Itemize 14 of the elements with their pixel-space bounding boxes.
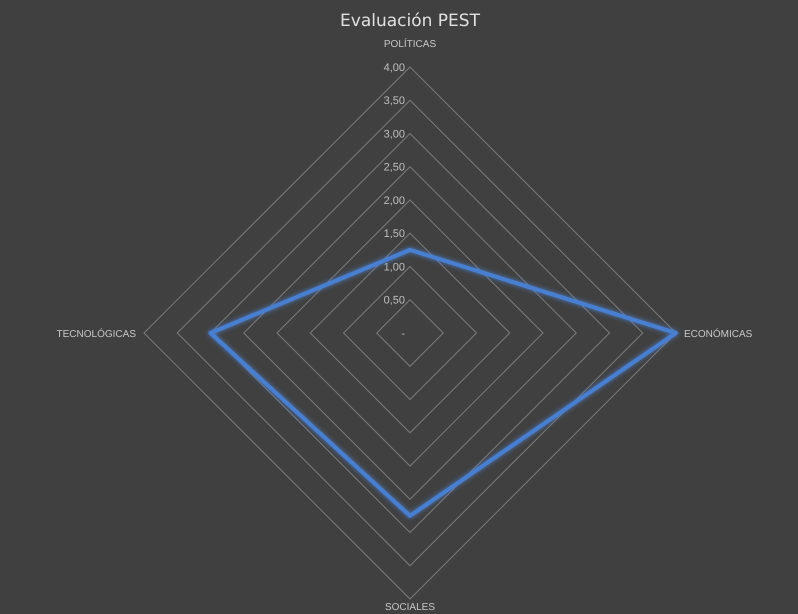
y-tick-label: 2,50 <box>384 162 405 174</box>
spoke-label: ECONÓMICAS <box>684 328 753 340</box>
y-tick-label: 0,50 <box>384 294 405 307</box>
spoke-label: TECNOLÓGICAS <box>56 328 136 340</box>
y-tick-label: 3,50 <box>384 95 405 108</box>
spoke-label: SOCIALES <box>384 602 436 613</box>
y-tick-label: 1,00 <box>384 261 405 274</box>
y-tick-label: 3,00 <box>384 128 405 140</box>
y-tick-label: 2,00 <box>384 194 405 207</box>
y-tick-label: - <box>401 328 406 340</box>
y-tick-label: 4,00 <box>384 62 405 74</box>
y-tick-label: 1,50 <box>384 228 405 240</box>
spoke-label: POLÍTICAS <box>384 38 436 50</box>
chart-title: Evaluación PEST <box>340 11 481 31</box>
